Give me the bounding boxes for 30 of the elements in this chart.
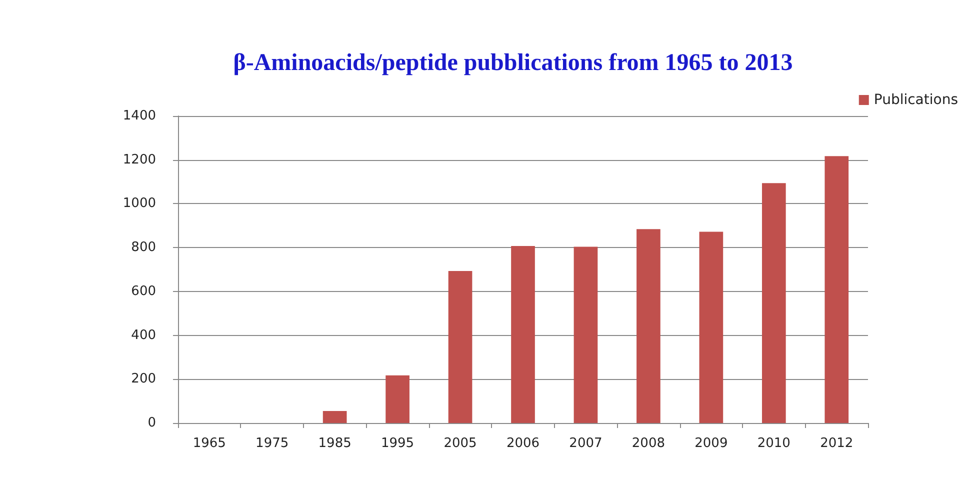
x-tick-label: 2007 — [569, 436, 602, 451]
x-tick-label: 1995 — [381, 436, 414, 451]
x-tick-label: 2009 — [694, 436, 728, 451]
x-tick-label: 1985 — [318, 436, 352, 451]
y-tick-label: 1400 — [122, 108, 156, 124]
y-tick-label: 600 — [131, 284, 156, 299]
legend-label: Publications — [874, 92, 958, 108]
x-tick-label: 2008 — [632, 436, 665, 451]
y-tick-label: 400 — [131, 328, 156, 343]
bar — [636, 229, 660, 423]
bar — [574, 246, 598, 423]
x-tick-label: 1965 — [192, 436, 226, 451]
bar — [386, 375, 410, 423]
x-tick-label: 2010 — [757, 436, 790, 451]
x-tick-label: 2005 — [444, 436, 477, 451]
y-tick-label: 200 — [131, 372, 156, 387]
y-tick-label: 1200 — [122, 152, 156, 168]
y-tick-label: 0 — [148, 416, 156, 430]
y-tick-label: 800 — [131, 240, 156, 256]
chart-title: β-Aminoacids/peptide pubblications from 1965 to 2013 — [233, 50, 793, 76]
x-tick-label: 2006 — [506, 436, 540, 451]
bar — [511, 246, 535, 423]
bar — [762, 183, 786, 423]
x-tick-label: 2012 — [820, 436, 854, 451]
y-tick-label: 1000 — [122, 196, 156, 212]
x-tick-label: 1975 — [256, 436, 289, 451]
bar — [322, 410, 347, 423]
bar — [448, 271, 472, 423]
bar — [699, 232, 724, 423]
bar — [824, 156, 849, 423]
